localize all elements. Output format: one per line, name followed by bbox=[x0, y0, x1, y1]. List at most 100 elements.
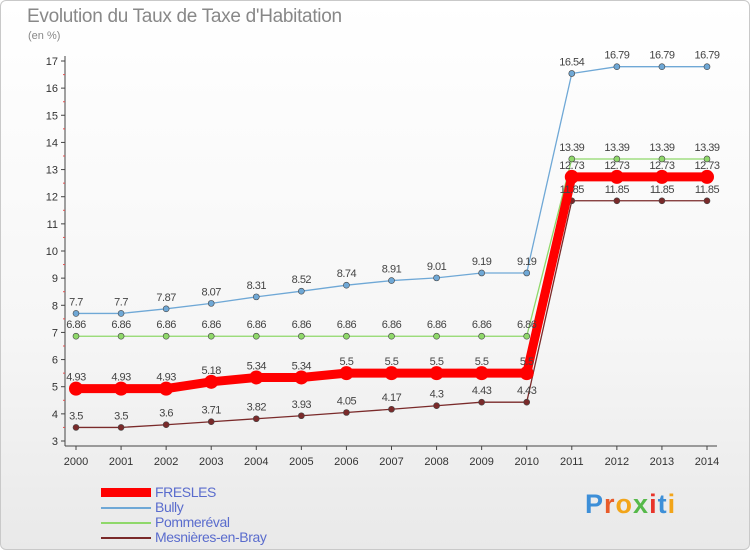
data-label: 11.85 bbox=[695, 184, 720, 196]
data-point bbox=[252, 293, 260, 301]
series-layer bbox=[69, 63, 714, 431]
y-tick-label: 16 bbox=[46, 83, 58, 95]
data-point bbox=[117, 424, 125, 431]
data-label: 5.34 bbox=[247, 360, 267, 372]
data-point bbox=[204, 374, 219, 389]
data-point bbox=[162, 305, 170, 313]
data-label: 6.86 bbox=[517, 319, 537, 331]
data-label: 12.73 bbox=[604, 160, 629, 172]
data-point bbox=[523, 332, 531, 340]
x-tick-label: 2010 bbox=[514, 456, 538, 468]
data-label: 6.86 bbox=[202, 319, 222, 331]
data-label: 8.31 bbox=[247, 280, 267, 292]
x-tick-label: 2003 bbox=[199, 456, 223, 468]
data-point bbox=[159, 381, 174, 396]
y-tick-label: 8 bbox=[52, 300, 58, 312]
data-point bbox=[658, 63, 666, 70]
brand-logo-letter: x bbox=[633, 489, 650, 519]
data-label: 9.19 bbox=[472, 256, 492, 268]
data-label: 5.5 bbox=[475, 356, 489, 368]
brand-logo-letter: P bbox=[585, 489, 605, 519]
data-label: 13.39 bbox=[604, 142, 629, 154]
data-point bbox=[658, 155, 666, 163]
legend-swatch-mesnieres-en-bray bbox=[101, 537, 151, 539]
x-tick-label: 2007 bbox=[379, 456, 403, 468]
y-tick-label: 11 bbox=[47, 219, 58, 231]
data-label: 12.73 bbox=[559, 160, 584, 172]
data-label: 7.87 bbox=[156, 292, 176, 304]
data-label: 5.34 bbox=[292, 360, 312, 372]
data-label: 11.85 bbox=[650, 184, 675, 196]
data-label: 3.82 bbox=[247, 402, 267, 414]
y-tick-label: 9 bbox=[52, 273, 58, 285]
data-label: 6.86 bbox=[427, 319, 447, 331]
data-point bbox=[162, 332, 170, 340]
data-point bbox=[429, 366, 444, 381]
x-tick-label: 2000 bbox=[64, 456, 88, 468]
x-tick-label: 2008 bbox=[424, 456, 448, 468]
data-label: 12.73 bbox=[649, 160, 674, 172]
data-point bbox=[162, 421, 170, 429]
data-point bbox=[474, 366, 489, 381]
data-point bbox=[658, 197, 666, 205]
data-point bbox=[343, 281, 350, 289]
data-point bbox=[523, 269, 531, 277]
data-point bbox=[72, 310, 80, 317]
chart-title: Evolution du Taux de Taxe d'Habitation bbox=[27, 6, 342, 27]
data-label: 4.93 bbox=[111, 372, 131, 384]
data-label: 8.52 bbox=[292, 274, 312, 286]
brand-logo-letter: r bbox=[604, 489, 616, 519]
data-point bbox=[339, 366, 354, 381]
data-label: 12.73 bbox=[694, 160, 719, 172]
data-label: 13.39 bbox=[694, 142, 719, 154]
data-label: 3.71 bbox=[202, 405, 222, 417]
data-point bbox=[343, 409, 350, 416]
data-point bbox=[207, 418, 215, 426]
data-label: 3.5 bbox=[114, 410, 128, 422]
data-label: 4.17 bbox=[382, 392, 402, 404]
data-label: 4.43 bbox=[517, 385, 537, 397]
data-label: 3.5 bbox=[69, 410, 83, 422]
y-tick-label: 10 bbox=[46, 246, 58, 258]
data-label: 9.01 bbox=[427, 261, 447, 273]
y-tick-label: 7 bbox=[52, 327, 58, 339]
brand-logo-letter: t bbox=[657, 489, 668, 519]
data-point bbox=[654, 169, 669, 184]
data-point bbox=[478, 269, 485, 277]
data-label: 7.7 bbox=[114, 296, 128, 308]
data-point bbox=[298, 332, 305, 340]
data-point bbox=[519, 366, 534, 381]
data-point bbox=[433, 274, 440, 282]
data-point bbox=[384, 366, 399, 381]
data-label: 6.86 bbox=[111, 319, 131, 331]
data-label: 6.86 bbox=[472, 319, 492, 331]
data-point bbox=[117, 310, 125, 317]
y-tick-label: 6 bbox=[52, 355, 58, 367]
x-tick-label: 2009 bbox=[469, 456, 493, 468]
data-point bbox=[343, 332, 350, 340]
x-tick-label: 2012 bbox=[605, 456, 629, 468]
data-label: 16.54 bbox=[559, 56, 584, 68]
data-label: 11.85 bbox=[605, 184, 630, 196]
x-tick-label: 2005 bbox=[289, 456, 313, 468]
x-tick-label: 2004 bbox=[244, 456, 268, 468]
data-label: 4.93 bbox=[156, 372, 176, 384]
data-point bbox=[114, 381, 129, 396]
data-point bbox=[703, 63, 711, 70]
data-point bbox=[117, 332, 125, 340]
data-label: 8.91 bbox=[382, 264, 402, 276]
data-point bbox=[613, 197, 621, 205]
y-tick-label: 12 bbox=[46, 192, 58, 204]
y-tick-label: 4 bbox=[52, 409, 58, 421]
data-label: 4.93 bbox=[66, 372, 86, 384]
data-label: 4.3 bbox=[430, 389, 444, 401]
legend-label: Bully bbox=[155, 499, 184, 515]
data-point bbox=[478, 332, 485, 340]
data-point bbox=[298, 287, 305, 295]
legend-swatch-pommereval bbox=[101, 522, 151, 524]
data-point bbox=[568, 155, 576, 163]
y-tick-label: 17 bbox=[46, 56, 58, 68]
data-point bbox=[433, 402, 440, 410]
x-tick-label: 2011 bbox=[560, 456, 584, 468]
data-point bbox=[523, 398, 531, 406]
